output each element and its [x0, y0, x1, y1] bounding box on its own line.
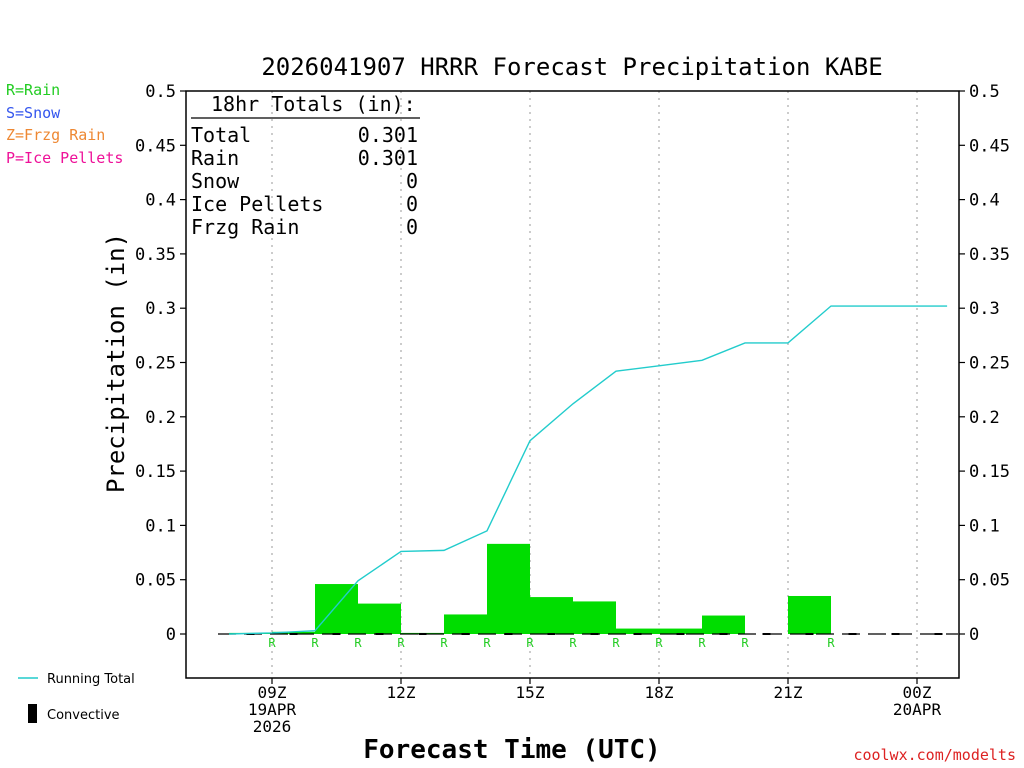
- x-tick-label-5-1: 20APR: [893, 700, 942, 719]
- precip-bar-7: [487, 543, 530, 634]
- totals-heading: 18hr Totals (in):: [211, 92, 416, 116]
- y-tick-label-left-3: 0.15: [135, 462, 176, 482]
- ptype-code-6: R: [526, 636, 534, 650]
- y-tick-label-left-7: 0.35: [135, 245, 176, 265]
- y-tick-label-right-3: 0.15: [969, 462, 1010, 482]
- running-total-series: [228, 305, 948, 635]
- convective-legend-label: Convective: [47, 708, 120, 723]
- x-tick-label-4-0: 21Z: [774, 683, 803, 702]
- y-axes: 0 00.05 0.050.1 0.10.15 0.150.2 0.20.25 0.250.…: [135, 82, 1010, 645]
- ptype-code-4: R: [440, 636, 448, 650]
- y-tick-label-right-1: 0.05: [969, 571, 1010, 591]
- x-tick-label-0-2: 2026: [253, 717, 292, 736]
- y-tick-label-left-8: 0.4: [145, 191, 176, 211]
- running-total-line: [228, 305, 948, 635]
- x-tick-label-3-0: 18Z: [645, 683, 674, 702]
- running-total-legend-label: Running Total: [47, 672, 135, 687]
- ptype-legend-snow: S=Snow: [6, 104, 61, 122]
- ptype-code-0: R: [268, 636, 276, 650]
- vertical-gridlines: [271, 91, 918, 678]
- convective-mark-14: [805, 633, 814, 635]
- precip-bar-8: [530, 597, 573, 634]
- ptype-legend: R=Rain S=Snow Z=Frzg Rain P=Ice Pellets: [6, 81, 123, 167]
- y-tick-label-left-4: 0.2: [145, 408, 176, 428]
- totals-value-snow: 0: [406, 169, 418, 193]
- hourly-bars: [229, 543, 831, 634]
- convective-mark-2: [289, 633, 298, 635]
- totals-value-frzg-rain: 0: [406, 215, 418, 239]
- source-credit: coolwx.com/modelts: [853, 746, 1016, 764]
- precip-bar-12: [702, 615, 745, 634]
- totals-value-total: 0.301: [358, 123, 418, 147]
- convective-mark-11: [676, 633, 685, 635]
- y-tick-label-left-1: 0.05: [135, 571, 176, 591]
- y-tick-label-right-0: 0: [969, 625, 979, 645]
- totals-label-snow: Snow: [191, 169, 240, 193]
- ptype-code-8: R: [612, 636, 620, 650]
- y-tick-label-right-5: 0.25: [969, 354, 1010, 374]
- ptype-legend-rain: R=Rain: [6, 81, 60, 99]
- ptype-code-3: R: [397, 636, 405, 650]
- y-tick-label-left-5: 0.25: [135, 354, 176, 374]
- y-tick-label-left-2: 0.1: [145, 516, 176, 536]
- y-tick-label-right-2: 0.1: [969, 516, 1000, 536]
- precip-bar-10: [616, 628, 659, 634]
- y-tick-label-right-8: 0.4: [969, 191, 1000, 211]
- totals-box: 18hr Totals (in): Total 0.301 Rain 0.301…: [191, 92, 420, 239]
- series-legend: Running Total Convective: [18, 672, 135, 723]
- precip-bar-14: [788, 595, 831, 634]
- ptype-code-13: R: [827, 636, 835, 650]
- totals-label-rain: Rain: [191, 146, 239, 170]
- ptype-code-10: R: [698, 636, 706, 650]
- precip-bar-2: [272, 631, 315, 634]
- convective-mark-17: [934, 633, 943, 635]
- x-tick-label-0-0: 09Z: [258, 683, 287, 702]
- precip-bar-4: [358, 603, 401, 634]
- x-tick-label-2-0: 15Z: [516, 683, 545, 702]
- y-tick-label-right-6: 0.3: [969, 299, 1000, 319]
- ptype-legend-frzg-rain: Z=Frzg Rain: [6, 126, 105, 144]
- totals-label-frzg-rain: Frzg Rain: [191, 215, 299, 239]
- convective-mark-8: [547, 633, 556, 635]
- y-tick-label-left-6: 0.3: [145, 299, 176, 319]
- ptype-code-5: R: [483, 636, 491, 650]
- x-tick-label-5-0: 00Z: [903, 683, 932, 702]
- ptype-code-11: R: [741, 636, 749, 650]
- precip-bar-9: [573, 601, 616, 634]
- plot-frame: [185, 90, 960, 679]
- chart-title: 2026041907 HRRR Forecast Precipitation K…: [261, 53, 882, 81]
- precip-bar-6: [444, 614, 487, 634]
- totals-value-ice-pellets: 0: [406, 192, 418, 216]
- precip-bar-11: [659, 628, 702, 634]
- totals-value-rain: 0.301: [358, 146, 418, 170]
- convective-mark-5: [418, 633, 427, 635]
- y-tick-label-left-9: 0.45: [135, 136, 176, 156]
- convective-legend-swatch: [28, 704, 37, 723]
- y-tick-label-right-7: 0.35: [969, 245, 1010, 265]
- y-tick-label-left-10: 0.5: [145, 82, 176, 102]
- y-tick-label-right-4: 0.2: [969, 408, 1000, 428]
- ptype-legend-ice-pellets: P=Ice Pellets: [6, 149, 123, 167]
- totals-label-total: Total: [191, 123, 251, 147]
- totals-label-ice-pellets: Ice Pellets: [191, 192, 323, 216]
- y-tick-label-right-10: 0.5: [969, 82, 1000, 102]
- x-tick-label-0-1: 19APR: [248, 700, 297, 719]
- x-tick-label-1-0: 12Z: [387, 683, 416, 702]
- ptype-code-1: R: [311, 636, 319, 650]
- y-axis-title: Precipitation (in): [102, 233, 130, 493]
- ptype-code-9: R: [655, 636, 663, 650]
- ptype-code-7: R: [569, 636, 577, 650]
- precip-bar-3: [315, 584, 358, 634]
- x-axis-title: Forecast Time (UTC): [363, 735, 660, 765]
- y-tick-label-left-0: 0: [166, 625, 176, 645]
- ptype-code-2: R: [354, 636, 362, 650]
- y-tick-label-right-9: 0.45: [969, 136, 1010, 156]
